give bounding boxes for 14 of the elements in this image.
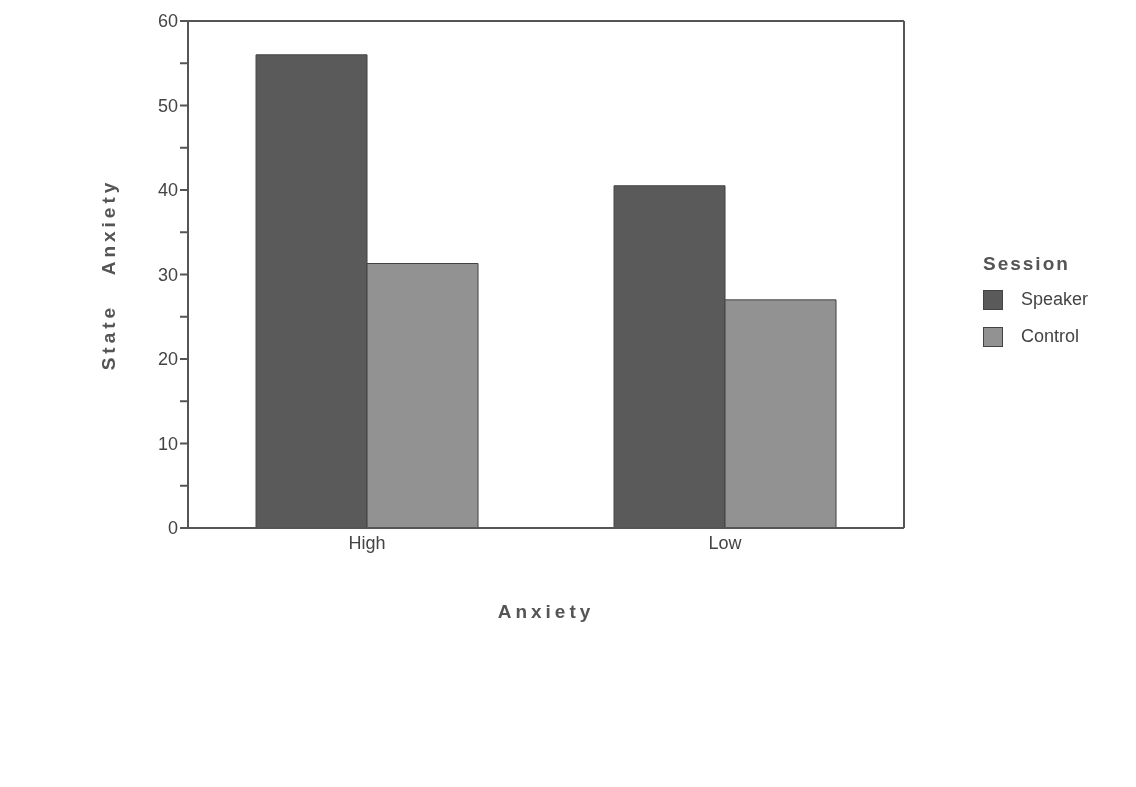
y-axis-title: State Anxiety <box>97 178 119 371</box>
legend-title: Session <box>983 253 1071 275</box>
y-tick-label: 40 <box>157 180 178 201</box>
x-tick-label: High <box>348 532 386 553</box>
y-tick-label: 60 <box>157 11 178 32</box>
x-tick-label: Low <box>708 532 743 553</box>
y-tick-label: 0 <box>167 518 178 539</box>
y-tick-label: 30 <box>157 264 178 285</box>
legend-label: Control <box>1020 326 1081 347</box>
x-axis-title: Anxiety <box>497 601 595 622</box>
y-tick-label: 50 <box>157 95 178 116</box>
y-tick-label: 10 <box>157 433 178 454</box>
y-tick-label: 20 <box>157 349 178 370</box>
legend-label: Speaker <box>1020 289 1090 310</box>
